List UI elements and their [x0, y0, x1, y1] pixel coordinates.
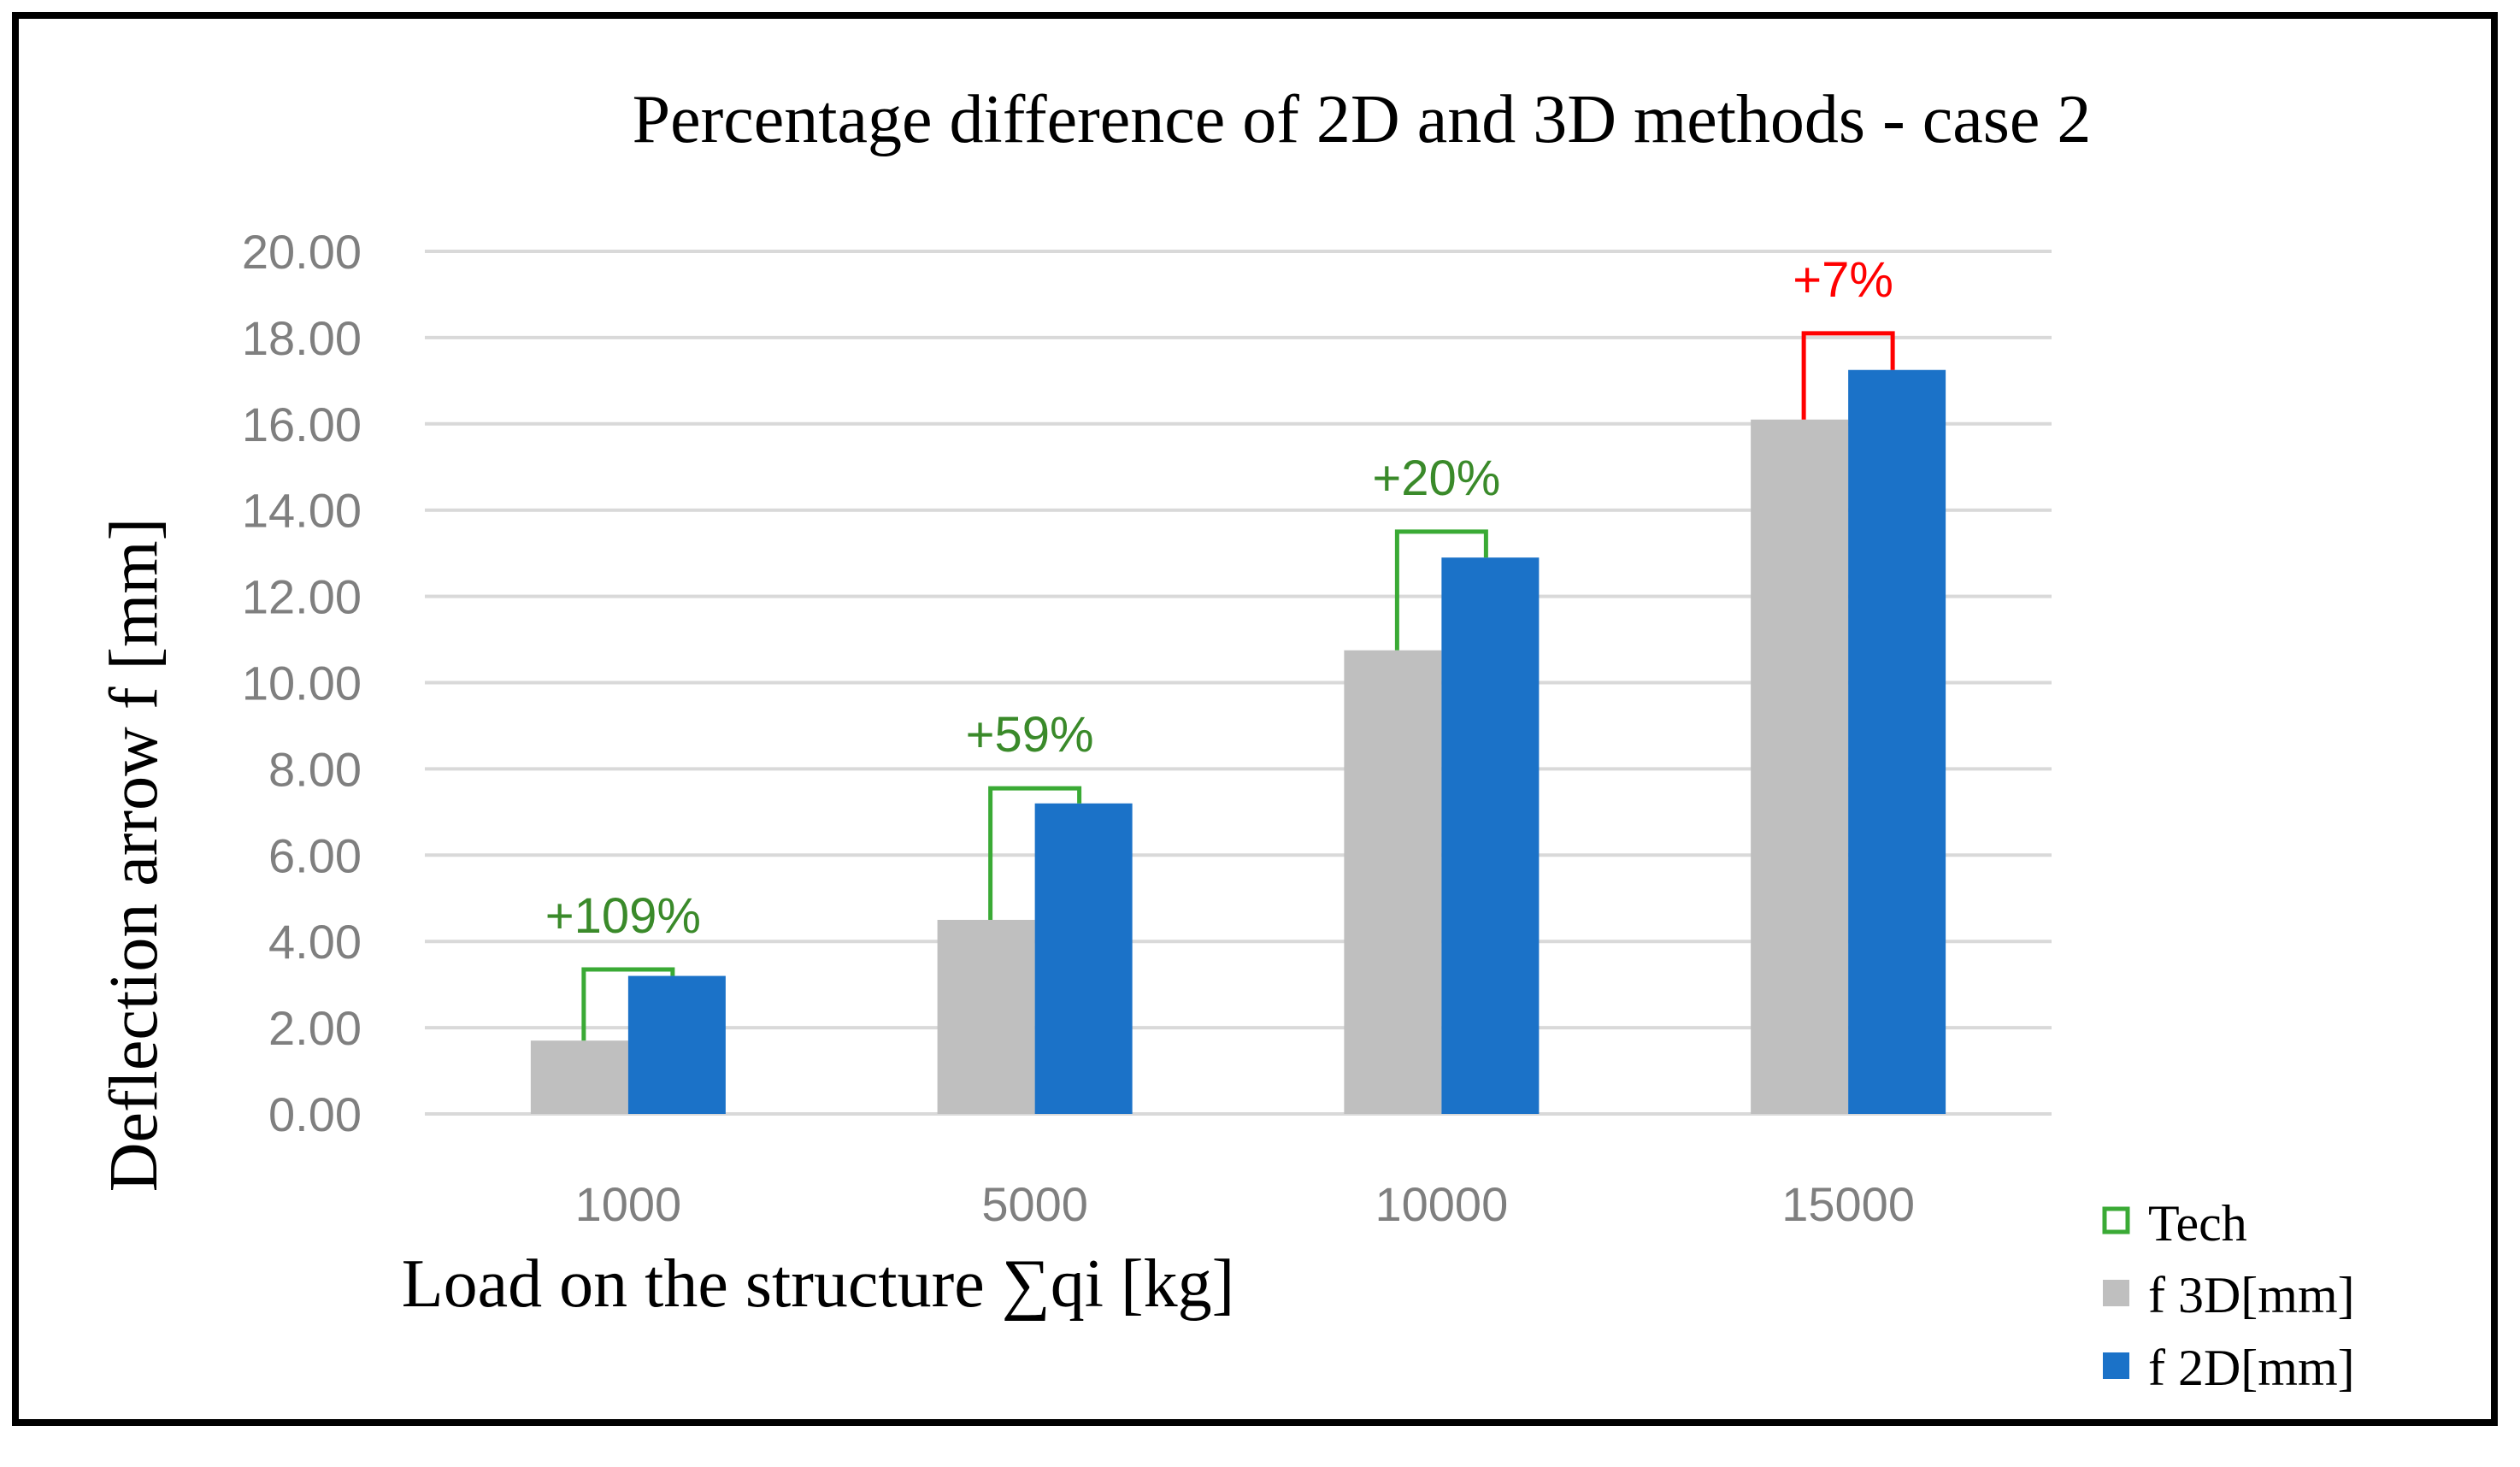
- chart-svg: Percentage difference of 2D and 3D metho…: [97, 82, 2355, 1396]
- bar-f3d-10000: [1344, 650, 1442, 1114]
- bar-f2d-5000: [1034, 803, 1133, 1114]
- y-tick-label: 2.00: [268, 1001, 362, 1055]
- bracket-1000: [581, 967, 675, 1041]
- bar-f3d-15000: [1751, 419, 1849, 1114]
- annotations: +109% +59% +20% +7%: [545, 252, 1895, 1041]
- y-tick-label: 4.00: [268, 915, 362, 969]
- y-tick-label: 6.00: [268, 828, 362, 882]
- x-tick-labels: 1000 5000 10000 15000: [575, 1177, 1915, 1231]
- annotation-label-5000: +59%: [966, 707, 1094, 763]
- bar-f2d-10000: [1441, 557, 1540, 1114]
- legend-label-f2d: f 2D[mm]: [2148, 1340, 2355, 1396]
- y-tick-label: 18.00: [242, 311, 362, 365]
- x-axis-label: Load on the structure ∑qi [kg]: [402, 1246, 1235, 1322]
- annotation-label-1000: +109%: [545, 888, 701, 944]
- y-tick-label: 14.00: [242, 484, 362, 538]
- y-tick-label: 16.00: [242, 398, 362, 451]
- chart-title: Percentage difference of 2D and 3D metho…: [633, 82, 2092, 157]
- bracket-5000: [988, 786, 1082, 920]
- legend-label-tech: Tech: [2148, 1195, 2247, 1252]
- y-tick-label: 10.00: [242, 657, 362, 710]
- legend-swatch-f3d: [2103, 1280, 2129, 1306]
- bars: [530, 369, 1946, 1114]
- y-axis-label: Deflection arrow f [mm]: [97, 518, 172, 1193]
- legend-swatch-tech: [2102, 1206, 2130, 1234]
- x-tick-label: 5000: [981, 1177, 1088, 1231]
- bracket-10000: [1394, 529, 1488, 651]
- y-tick-label: 12.00: [242, 570, 362, 624]
- x-tick-label: 1000: [575, 1177, 682, 1231]
- y-tick-label: 20.00: [242, 225, 362, 279]
- bar-f2d-1000: [627, 975, 726, 1114]
- legend-swatch-f2d: [2103, 1352, 2129, 1379]
- bar-f2d-15000: [1848, 369, 1946, 1114]
- bar-f3d-1000: [530, 1040, 628, 1114]
- x-tick-label: 10000: [1375, 1177, 1509, 1231]
- annotation-label-10000: +20%: [1372, 451, 1500, 506]
- bar-f3d-5000: [937, 919, 1035, 1114]
- y-tick-label: 0.00: [268, 1087, 362, 1141]
- y-tick-labels: 0.00 2.00 4.00 6.00 8.00 10.00 12.00 14.00 16.00…: [242, 225, 362, 1141]
- annotation-label-15000: +7%: [1793, 252, 1893, 308]
- chart-frame: Percentage difference of 2D and 3D metho…: [12, 12, 2498, 1426]
- bracket-15000: [1801, 331, 1895, 420]
- legend-label-f3d: f 3D[mm]: [2148, 1267, 2355, 1323]
- x-tick-label: 15000: [1781, 1177, 1915, 1231]
- legend: Tech f 3D[mm] f 2D[mm]: [2102, 1195, 2355, 1396]
- y-tick-label: 8.00: [268, 742, 362, 796]
